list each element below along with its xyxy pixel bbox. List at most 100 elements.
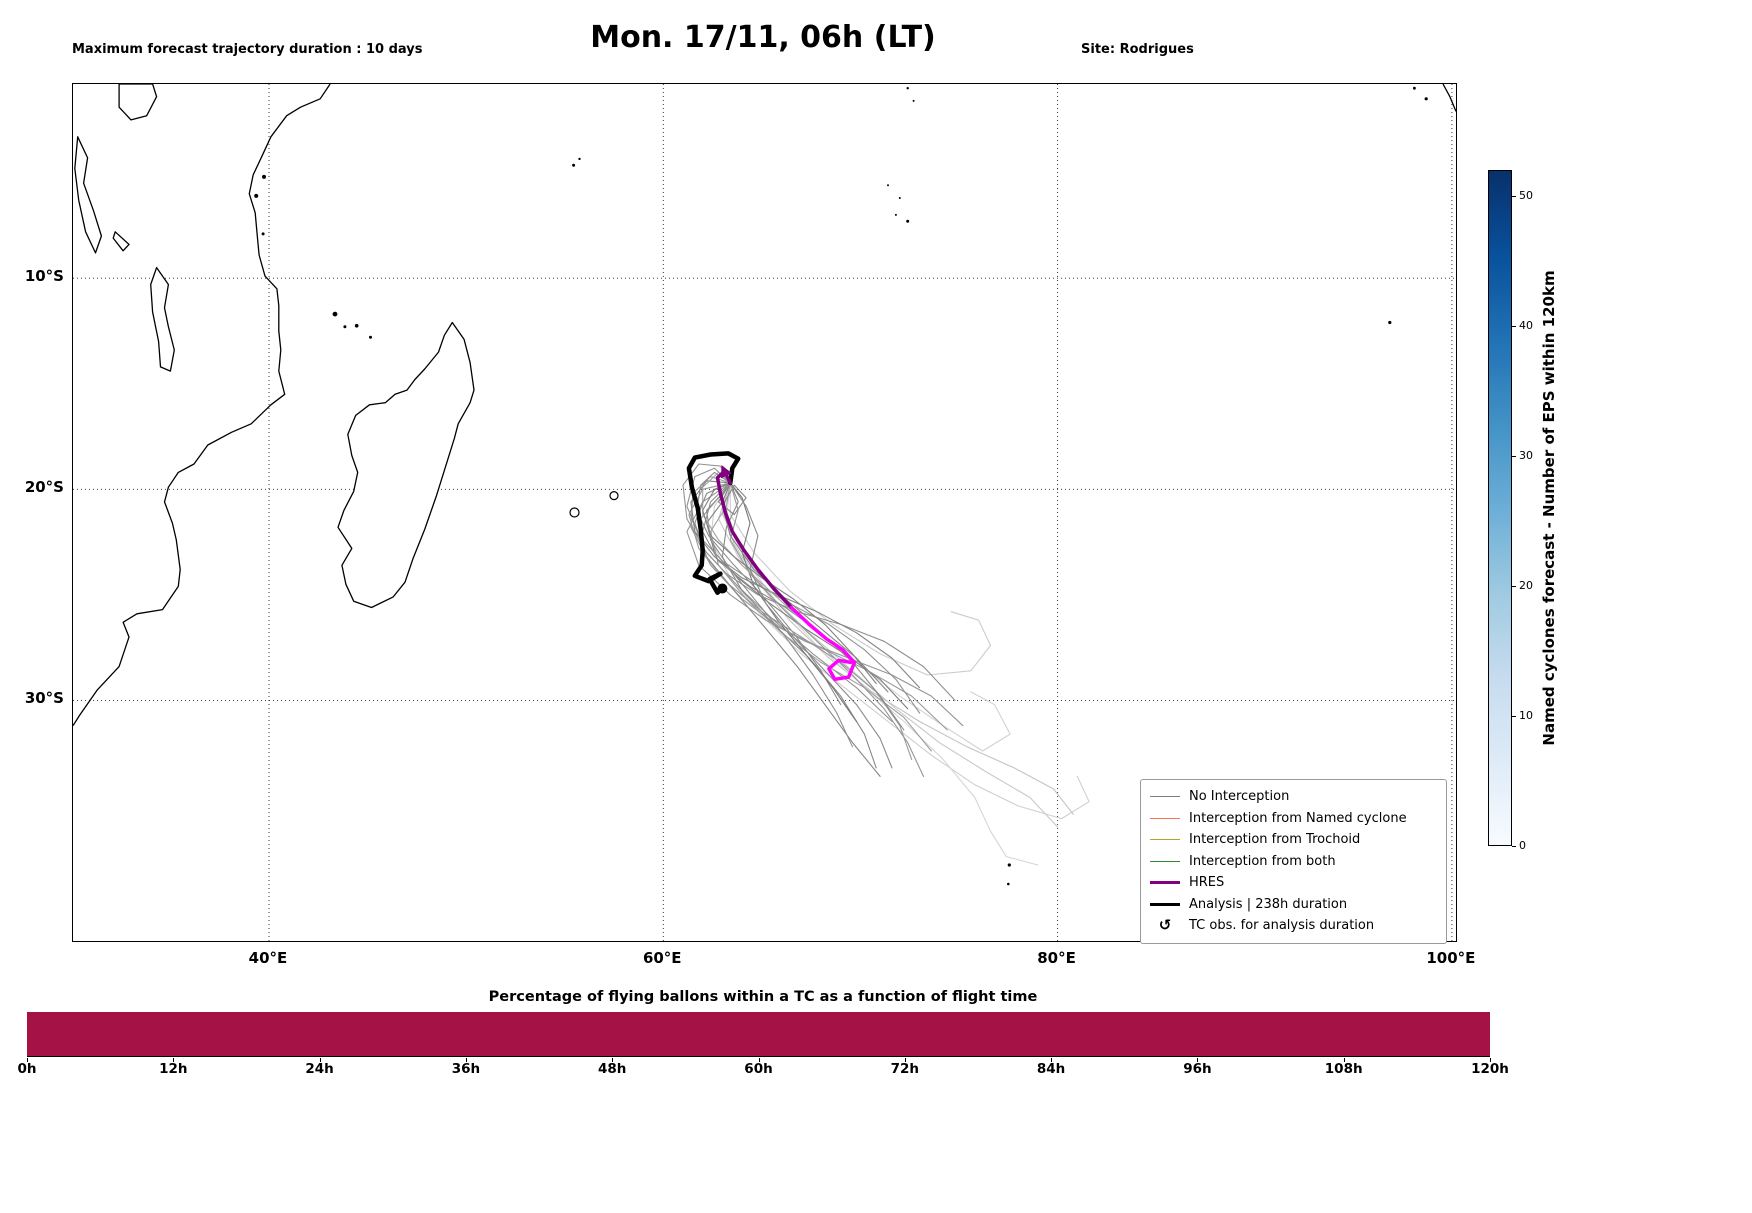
- legend-item-label: No Interception: [1189, 789, 1290, 805]
- ensemble-trajectory: [729, 482, 893, 769]
- barchart-tick: [27, 1058, 28, 1062]
- map-ytick-label: 30°S: [24, 689, 64, 708]
- coastline: [73, 84, 331, 727]
- colorbar: [1488, 170, 1512, 846]
- colorbar-tick: [1512, 326, 1516, 327]
- island-dot: [261, 232, 265, 236]
- legend-item-label: Interception from Trochoid: [1189, 832, 1361, 848]
- map-ytick-label: 10°S: [24, 267, 64, 286]
- map-xtick-label: 40°E: [248, 949, 288, 967]
- colorbar-label: Named cyclones forecast - Number of EPS …: [1540, 270, 1558, 746]
- barchart-tick: [173, 1058, 175, 1062]
- barchart-tick-label: 120h: [1471, 1061, 1509, 1077]
- map-canvas: [73, 84, 1456, 941]
- tc-obs-icon: ↺: [1158, 916, 1172, 935]
- barchart-tick-label: 108h: [1324, 1061, 1363, 1077]
- legend-item: Interception from Trochoid: [1150, 829, 1437, 851]
- island-outline: [569, 507, 580, 518]
- island-dot: [1007, 882, 1010, 886]
- colorbar-tick-label: 50: [1519, 189, 1533, 202]
- header-right-line: Site: Rodrigues: [1081, 42, 1194, 57]
- coastline: [1442, 84, 1456, 112]
- island-dot: [578, 157, 581, 161]
- island-dot: [254, 193, 259, 198]
- legend-item: Interception from Named cyclone: [1150, 808, 1437, 830]
- island-dot: [262, 174, 266, 179]
- legend-item-label: HRES: [1189, 875, 1225, 891]
- legend-line-sample: [1150, 902, 1180, 906]
- barchart-tick-label: 12h: [159, 1061, 188, 1077]
- legend-line: [1150, 839, 1180, 841]
- island-dot: [898, 197, 901, 199]
- map-xtick-label: 60°E: [642, 949, 682, 967]
- ensemble-trajectory: [686, 467, 921, 714]
- island-dot: [369, 335, 372, 339]
- coastline-island: [337, 321, 475, 609]
- barchart-tick: [904, 1058, 906, 1062]
- island-dot: [354, 323, 359, 328]
- barchart-tick: [758, 1058, 760, 1062]
- hres-trajectory: [715, 469, 794, 610]
- legend-item-label: Analysis | 238h duration: [1189, 896, 1348, 912]
- barchart-tick-label: 0h: [17, 1061, 37, 1077]
- barchart-title: Percentage of flying ballons within a TC…: [488, 989, 1038, 1005]
- colorbar-tick-label: 0: [1519, 839, 1526, 852]
- legend-item-label: TC obs. for analysis duration: [1189, 918, 1375, 934]
- colorbar-tick: [1512, 716, 1516, 717]
- island-dot: [906, 87, 909, 90]
- map-xtick-label: 100°E: [1426, 949, 1476, 967]
- legend-item-label: Interception from both: [1189, 853, 1336, 869]
- island-dot: [343, 325, 347, 329]
- barchart-tick-label: 24h: [305, 1061, 334, 1077]
- island-dot: [1388, 320, 1392, 325]
- hres-trajectory: [789, 605, 857, 682]
- legend-line: [1150, 860, 1180, 862]
- ensemble-trajectory: [729, 482, 992, 676]
- legend-item-label: Interception from Named cyclone: [1189, 810, 1407, 826]
- coastline-island: [118, 84, 158, 121]
- legend-item: Analysis | 238h duration: [1150, 894, 1437, 916]
- ensemble-trajectory: [702, 482, 877, 685]
- barchart-tick: [465, 1058, 467, 1062]
- barchart-tick: [1343, 1058, 1345, 1062]
- legend-line-sample: [1150, 817, 1180, 819]
- ensemble-trajectory: [690, 476, 948, 731]
- island-dot: [906, 219, 910, 223]
- ensemble-trajectory: [686, 482, 964, 727]
- colorbar-tick-label: 40: [1519, 319, 1533, 332]
- map-legend: No Interception Interception from Named c…: [1140, 779, 1447, 944]
- barchart-tick: [1197, 1058, 1199, 1062]
- legend-item: ↺ TC obs. for analysis duration: [1150, 915, 1437, 937]
- header-left-line: Maximum forecast trajectory duration : 1…: [72, 42, 423, 57]
- island-dot: [1424, 97, 1428, 101]
- barchart-tick-label: 36h: [451, 1061, 481, 1077]
- ensemble-trajectory: [702, 482, 905, 731]
- colorbar-tick: [1512, 586, 1516, 587]
- analysis-end-dot: [717, 583, 728, 594]
- barchart-tick-label: 72h: [890, 1061, 919, 1077]
- barchart-tick-label: 84h: [1036, 1061, 1066, 1077]
- barchart-tick: [1490, 1058, 1491, 1062]
- island-dot: [572, 163, 576, 167]
- map-ytick-label: 20°S: [24, 478, 64, 497]
- island-outline: [609, 491, 619, 501]
- legend-line-sample: [1150, 796, 1180, 798]
- ensemble-trajectory: [710, 482, 1090, 820]
- legend-line: [1150, 817, 1180, 819]
- ensemble-trajectory: [721, 482, 1074, 815]
- ensemble-trajectory: [729, 482, 858, 723]
- ensemble-trajectory: [717, 482, 889, 693]
- ensemble-trajectory: [706, 482, 854, 748]
- colorbar-tick-label: 10: [1519, 709, 1533, 722]
- barchart-bar: [27, 1012, 1490, 1057]
- ensemble-trajectory: [688, 482, 913, 761]
- legend-line: [1150, 902, 1180, 906]
- barchart-tick: [319, 1058, 321, 1062]
- coastline-island: [74, 136, 103, 254]
- legend-line-sample: [1150, 839, 1180, 841]
- map-xtick-label: 80°E: [1037, 949, 1076, 967]
- colorbar-tick: [1512, 846, 1516, 847]
- legend-line-sample: [1150, 860, 1180, 862]
- island-dot: [894, 213, 897, 216]
